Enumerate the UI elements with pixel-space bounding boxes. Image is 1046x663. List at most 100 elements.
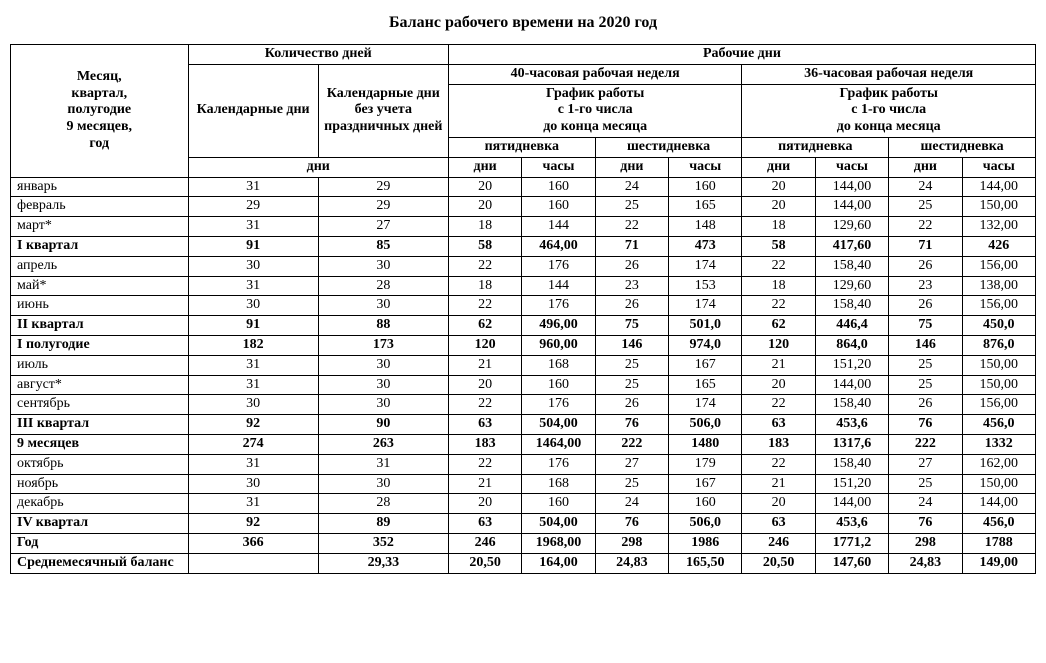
- row-label: март*: [11, 217, 189, 237]
- row-label: август*: [11, 375, 189, 395]
- cell-h36_5: 144,00: [815, 197, 888, 217]
- cell-h40_5: 160: [522, 494, 595, 514]
- cell-h40_5: 168: [522, 474, 595, 494]
- cell-h40_5: 1464,00: [522, 434, 595, 454]
- cell-d36_6: 22: [889, 217, 962, 237]
- cell-h40_6: 1480: [669, 434, 742, 454]
- cell-h36_6: 456,0: [962, 514, 1035, 534]
- table-row: Год3663522461968,0029819862461771,229817…: [11, 533, 1036, 553]
- header-hours: часы: [669, 157, 742, 177]
- cell-h40_6: 473: [669, 236, 742, 256]
- cell-d40_6: 26: [595, 395, 668, 415]
- table-row: III квартал929063504,0076506,063453,6764…: [11, 415, 1036, 435]
- cell-h40_6: 506,0: [669, 514, 742, 534]
- cell-h36_5: 158,40: [815, 296, 888, 316]
- cell-d36_5: 63: [742, 514, 815, 534]
- cell-h36_5: 1317,6: [815, 434, 888, 454]
- cell-d36_6: 26: [889, 296, 962, 316]
- cell-d36_5: 18: [742, 217, 815, 237]
- header-days: дни: [742, 157, 815, 177]
- cell-d36_5: 120: [742, 335, 815, 355]
- cell-d36_6: 71: [889, 236, 962, 256]
- cell-h36_6: 456,0: [962, 415, 1035, 435]
- cell-h36_5: 151,20: [815, 355, 888, 375]
- cell-d40_5: 20: [448, 177, 521, 197]
- table-row: IV квартал928963504,0076506,063453,67645…: [11, 514, 1036, 534]
- cell-d40_6: 146: [595, 335, 668, 355]
- cell-h40_5: 504,00: [522, 415, 595, 435]
- table-row: I полугодие182173120960,00146974,0120864…: [11, 335, 1036, 355]
- cell-cal: 30: [188, 395, 318, 415]
- cell-d40_6: 23: [595, 276, 668, 296]
- cell-d36_5: 18: [742, 276, 815, 296]
- cell-d40_6: 25: [595, 355, 668, 375]
- header-6day-40: шестидневка: [595, 137, 742, 157]
- header-5day-40: пятидневка: [448, 137, 595, 157]
- cell-d36_6: 25: [889, 375, 962, 395]
- cell-d40_5: 22: [448, 296, 521, 316]
- cell-h36_5: 129,60: [815, 276, 888, 296]
- cell-d36_6: 75: [889, 316, 962, 336]
- header-period: Месяц, квартал, полугодие 9 месяцев, год: [11, 45, 189, 178]
- cell-h40_6: 174: [669, 256, 742, 276]
- cell-cal: 31: [188, 375, 318, 395]
- cell-d40_5: 22: [448, 395, 521, 415]
- row-label: апрель: [11, 256, 189, 276]
- cell-h40_6: 179: [669, 454, 742, 474]
- cell-d40_6: 22: [595, 217, 668, 237]
- cell-cal: 366: [188, 533, 318, 553]
- row-label: июнь: [11, 296, 189, 316]
- cell-h36_5: 158,40: [815, 256, 888, 276]
- cell-d36_5: 20: [742, 494, 815, 514]
- table-row: январь3129201602416020144,0024144,00: [11, 177, 1036, 197]
- cell-d36_6: 25: [889, 474, 962, 494]
- cell-d40_6: 298: [595, 533, 668, 553]
- cell-d40_6: 26: [595, 296, 668, 316]
- cell-d40_5: 18: [448, 217, 521, 237]
- cell-d40_6: 222: [595, 434, 668, 454]
- cell-d40_5: 63: [448, 415, 521, 435]
- row-label: май*: [11, 276, 189, 296]
- cell-h40_5: 168: [522, 355, 595, 375]
- table-row: Среднемесячный баланс29,3320,50164,0024,…: [11, 553, 1036, 573]
- cell-h40_5: 176: [522, 395, 595, 415]
- header-hours: часы: [815, 157, 888, 177]
- cell-cal: 91: [188, 236, 318, 256]
- cell-d36_5: 62: [742, 316, 815, 336]
- cell-d40_5: 62: [448, 316, 521, 336]
- cell-d40_6: 25: [595, 375, 668, 395]
- cell-h40_5: 504,00: [522, 514, 595, 534]
- cell-h36_6: 156,00: [962, 296, 1035, 316]
- cell-h36_6: 132,00: [962, 217, 1035, 237]
- cell-h36_5: 1771,2: [815, 533, 888, 553]
- cell-d36_5: 22: [742, 395, 815, 415]
- cell-d40_5: 20: [448, 375, 521, 395]
- row-label: I полугодие: [11, 335, 189, 355]
- row-label: январь: [11, 177, 189, 197]
- cell-h40_6: 174: [669, 395, 742, 415]
- table-row: ноябрь3030211682516721151,2025150,00: [11, 474, 1036, 494]
- table-row: февраль2929201602516520144,0025150,00: [11, 197, 1036, 217]
- cell-h36_5: 453,6: [815, 514, 888, 534]
- row-label: 9 месяцев: [11, 434, 189, 454]
- cell-calnh: 263: [318, 434, 448, 454]
- cell-calnh: 173: [318, 335, 448, 355]
- cell-h40_6: 1986: [669, 533, 742, 553]
- row-label: II квартал: [11, 316, 189, 336]
- cell-h40_5: 144: [522, 276, 595, 296]
- header-work-days: Рабочие дни: [448, 45, 1035, 65]
- header-cal-days-nh: Календарные дни без учета праздничных дн…: [318, 64, 448, 157]
- cell-calnh: 29: [318, 177, 448, 197]
- cell-d36_6: 25: [889, 197, 962, 217]
- cell-h40_5: 164,00: [522, 553, 595, 573]
- cell-h36_6: 156,00: [962, 395, 1035, 415]
- cell-d40_6: 24: [595, 494, 668, 514]
- cell-d36_6: 24: [889, 177, 962, 197]
- cell-d36_5: 21: [742, 355, 815, 375]
- header-hours: часы: [962, 157, 1035, 177]
- cell-cal: 92: [188, 415, 318, 435]
- cell-calnh: 30: [318, 256, 448, 276]
- cell-d40_6: 26: [595, 256, 668, 276]
- header-days: дни: [448, 157, 521, 177]
- cell-h36_5: 151,20: [815, 474, 888, 494]
